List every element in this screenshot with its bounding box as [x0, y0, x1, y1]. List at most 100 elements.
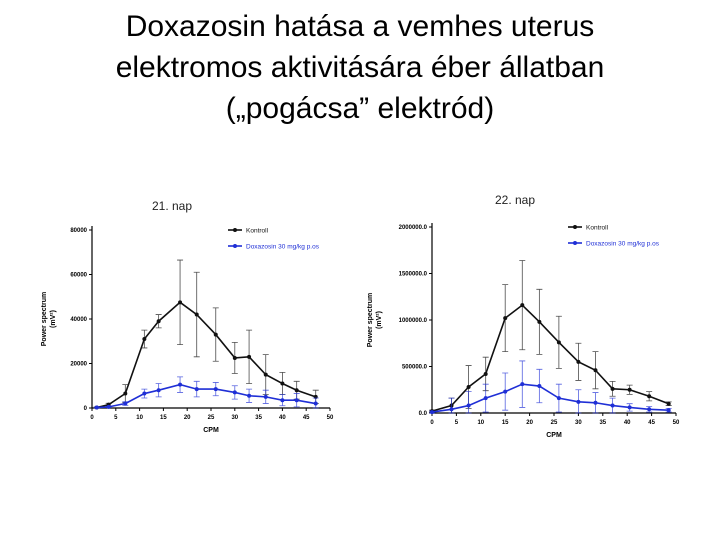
- chart-title: 22. nap: [495, 193, 535, 207]
- series-line: [96, 383, 316, 409]
- x-tick-label: 30: [231, 415, 238, 421]
- x-tick-label: 45: [648, 420, 655, 426]
- data-point: [194, 312, 199, 317]
- data-point: [142, 337, 147, 342]
- y-axis-label: Power spectrum: [367, 293, 374, 347]
- data-point: [232, 390, 237, 395]
- data-point: [213, 387, 218, 392]
- legend-marker: [573, 225, 577, 229]
- data-point: [537, 319, 542, 324]
- data-point: [294, 398, 299, 403]
- series-kontroll: [429, 260, 672, 414]
- x-tick-label: 15: [160, 415, 167, 421]
- data-point: [263, 394, 268, 399]
- legend-entry: Kontroll: [228, 228, 269, 235]
- x-axis-label: CPM: [546, 432, 562, 439]
- x-tick-label: 0: [90, 415, 94, 421]
- data-point: [232, 355, 237, 360]
- chart-svg: 22. nap 0.0 500000.0 1000000.0 1500000.0 2000…: [367, 193, 680, 439]
- x-tick-label: 0: [430, 420, 434, 426]
- legend-entry: Doxazosin 30 mg/kg p.os: [228, 244, 320, 251]
- data-point: [610, 403, 615, 408]
- error-bar: [465, 391, 472, 414]
- y-tick-label: 60000: [70, 273, 87, 279]
- data-point: [537, 384, 542, 389]
- x-axis-label: CPM: [203, 427, 219, 434]
- data-point: [593, 368, 598, 373]
- data-point: [520, 382, 525, 387]
- data-point: [178, 382, 183, 387]
- x-tick-label: 5: [455, 420, 459, 426]
- title-line-2: elektromos aktivitására éber állatban: [115, 51, 605, 84]
- title-line-1: Doxazosin hatása a vemhes uterus: [125, 10, 595, 43]
- data-point: [647, 407, 652, 412]
- x-tick-label: 20: [184, 415, 191, 421]
- data-point: [666, 408, 671, 413]
- data-point: [466, 384, 471, 389]
- x-tick-label: 35: [255, 415, 262, 421]
- data-point: [503, 316, 508, 321]
- series-line: [431, 304, 669, 412]
- legend-label: Kontroll: [246, 228, 269, 235]
- data-point: [520, 303, 525, 308]
- data-point: [142, 391, 147, 396]
- data-point: [483, 396, 488, 401]
- data-point: [556, 396, 561, 401]
- x-tick-label: 10: [477, 420, 484, 426]
- series-line: [431, 383, 669, 413]
- x-tick-label: 25: [551, 420, 558, 426]
- legend-label: Doxazosin 30 mg/kg p.os: [586, 241, 660, 248]
- legend-marker: [233, 228, 237, 232]
- data-point: [106, 404, 111, 409]
- y-tick-label: 1000000.0: [399, 318, 428, 324]
- data-point: [313, 401, 318, 406]
- data-point: [593, 400, 598, 405]
- x-tick-label: 45: [303, 415, 310, 421]
- data-point: [503, 389, 508, 394]
- series-doxazosin: [429, 360, 672, 415]
- y-axis-unit: (mV²): [376, 311, 383, 329]
- series-doxazosin: [93, 376, 319, 410]
- data-point: [247, 393, 252, 398]
- data-point: [247, 354, 252, 359]
- data-point: [576, 359, 581, 364]
- title-line-3: („pogácsa” elektród): [225, 92, 495, 125]
- data-point: [94, 405, 99, 410]
- data-point: [194, 387, 199, 392]
- data-point: [156, 388, 161, 393]
- legend-marker: [233, 244, 237, 248]
- x-tick-label: 40: [279, 415, 286, 421]
- data-point: [178, 300, 183, 305]
- y-tick-label: 0: [84, 406, 88, 412]
- y-axis-unit: (mV²): [50, 310, 57, 328]
- data-point: [647, 394, 652, 399]
- x-tick-label: 15: [502, 420, 509, 426]
- data-point: [610, 386, 615, 391]
- legend-entry: Doxazosin 30 mg/kg p.os: [568, 241, 660, 248]
- data-point: [123, 401, 128, 406]
- x-tick-label: 5: [114, 415, 118, 421]
- data-point: [627, 387, 632, 392]
- x-tick-label: 35: [599, 420, 606, 426]
- x-tick-label: 40: [624, 420, 631, 426]
- data-point: [123, 391, 128, 396]
- x-tick-label: 50: [327, 415, 334, 421]
- legend-label: Doxazosin 30 mg/kg p.os: [246, 244, 320, 251]
- y-tick-label: 0.0: [419, 411, 428, 417]
- y-tick-label: 20000: [70, 362, 87, 368]
- data-point: [430, 410, 434, 415]
- y-tick-label: 1500000.0: [399, 272, 428, 278]
- data-point: [556, 340, 561, 345]
- chart-day-22: 22. nap 0.0 500000.0 1000000.0 1500000.0 2000…: [358, 185, 698, 455]
- data-point: [280, 381, 285, 386]
- x-tick-label: 25: [208, 415, 215, 421]
- legend-entry: Kontroll: [568, 225, 609, 232]
- data-point: [483, 371, 488, 376]
- data-point: [213, 332, 218, 337]
- data-point: [263, 372, 268, 377]
- x-tick-label: 30: [575, 420, 582, 426]
- y-tick-label: 2000000.0: [399, 225, 428, 231]
- data-point: [294, 388, 299, 393]
- y-tick-label: 80000: [70, 228, 87, 234]
- data-point: [280, 398, 285, 403]
